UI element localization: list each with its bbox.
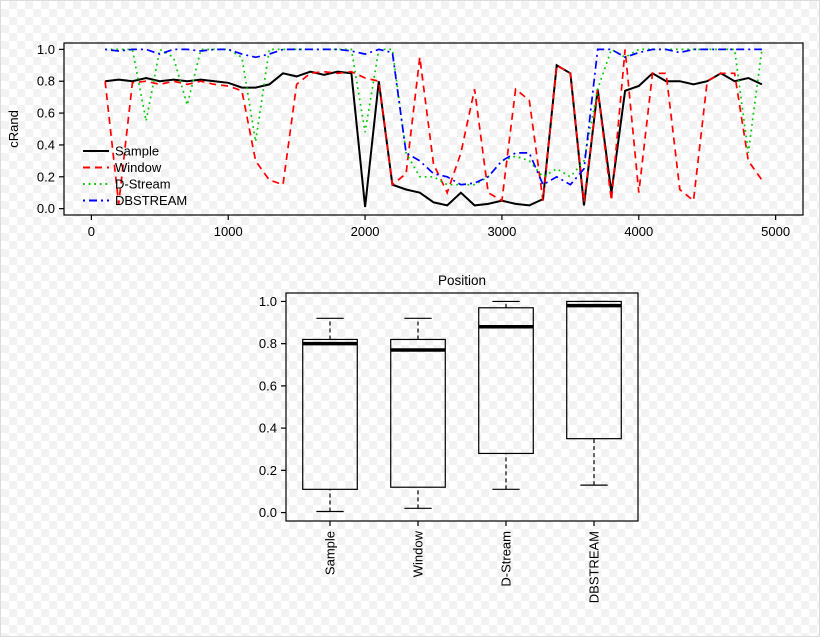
- y-tick-label: 0.6: [259, 378, 277, 393]
- x-tick-label: 1000: [214, 224, 243, 239]
- y-tick-label: 0.8: [259, 336, 277, 351]
- boxplot-box-window: Window: [390, 317, 446, 577]
- y-tick-label: 0.8: [37, 74, 55, 89]
- iqr-box: [566, 300, 622, 440]
- series-dbstream: [105, 48, 762, 186]
- line-chart: 0 1000 2000 3000 4000 5000 0.0 0.2 0.4 0.6 0.8 1.0 c…: [6, 42, 804, 239]
- category-label-window: Window: [411, 530, 426, 577]
- series-d-stream: [105, 48, 763, 186]
- x-tick-label: 4000: [624, 224, 653, 239]
- category-label-d-stream: D-Stream: [499, 531, 514, 587]
- legend-entry-window: Window: [83, 160, 162, 175]
- boxplot-frame: [285, 292, 639, 522]
- iqr-box: [390, 338, 446, 488]
- y-tick-label: 0.0: [37, 201, 55, 216]
- legend-label-sample: Sample: [115, 144, 159, 159]
- boxplot-title: Position: [438, 273, 486, 288]
- boxplot-box-d-stream: D-Stream: [478, 300, 534, 587]
- boxplot-chart: Position 0.0 0.2 0.4 0.6 0.8 1.0 Sample Window D-…: [259, 273, 639, 603]
- y-tick-label: 1.0: [37, 42, 55, 57]
- series-window: [104, 49, 763, 204]
- y-tick-label: 1.0: [259, 294, 277, 309]
- x-tick-label: 5000: [761, 224, 790, 239]
- boxplot-box-dbstream: DBSTREAM: [566, 300, 622, 603]
- category-label-sample: Sample: [323, 531, 338, 575]
- y-tick-label: 0.6: [37, 106, 55, 121]
- y-tick-label: 0.4: [259, 421, 277, 436]
- iqr-box: [302, 338, 358, 490]
- series-sample: [104, 63, 763, 208]
- legend-entry-d-stream: D-Stream: [83, 177, 171, 192]
- y-tick-label: 0.2: [37, 169, 55, 184]
- legend-label-window: Window: [115, 160, 162, 175]
- iqr-box: [478, 307, 534, 455]
- legend-entry-sample: Sample: [83, 144, 159, 159]
- category-label-dbstream: DBSTREAM: [587, 531, 602, 603]
- x-tick-label: 2000: [351, 224, 380, 239]
- x-tick-label: 0: [88, 224, 95, 239]
- line-chart-frame: [63, 42, 804, 216]
- y-tick-label: 0.4: [37, 137, 55, 152]
- x-tick-label: 3000: [487, 224, 516, 239]
- y-tick-label: 0.2: [259, 463, 277, 478]
- y-axis-label: cRand: [6, 110, 21, 148]
- legend-label-d-stream: D-Stream: [115, 177, 171, 192]
- boxplot-box-sample: Sample: [302, 317, 358, 575]
- legend-entry-dbstream: DBSTREAM: [83, 193, 187, 208]
- legend-label-dbstream: DBSTREAM: [115, 193, 187, 208]
- y-tick-label: 0.0: [259, 505, 277, 520]
